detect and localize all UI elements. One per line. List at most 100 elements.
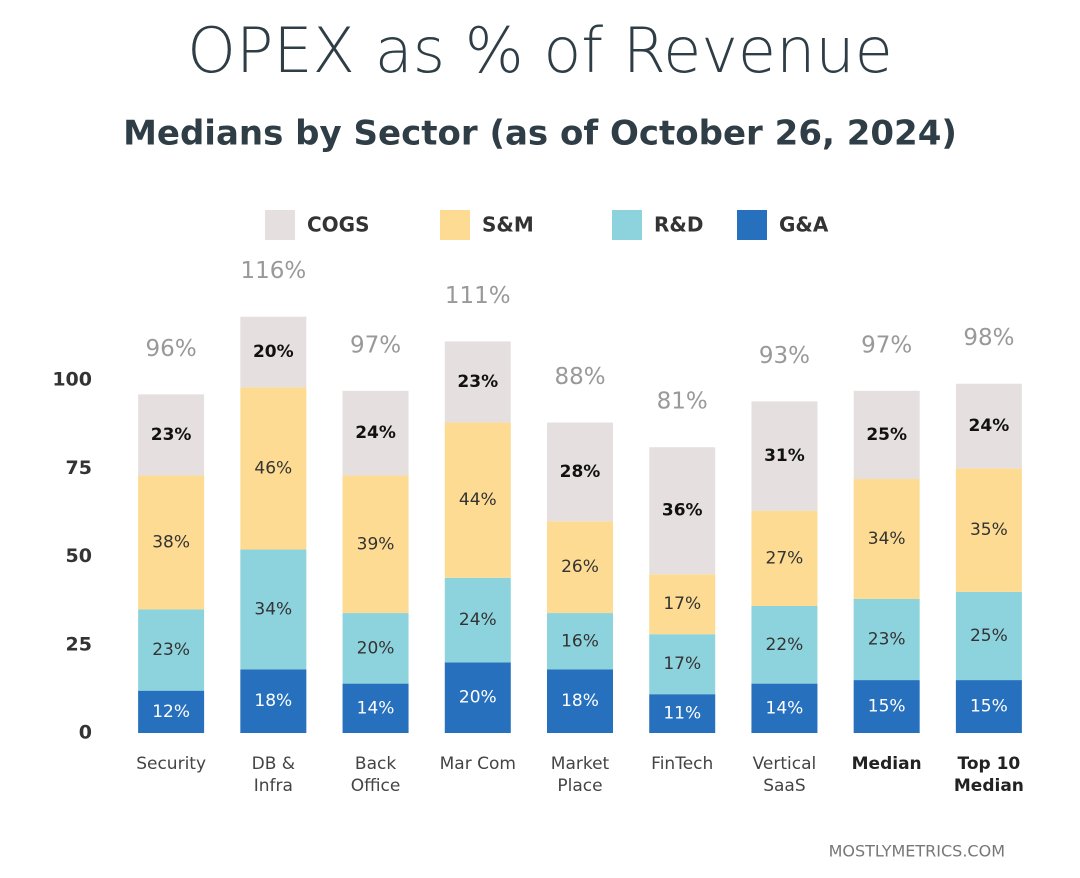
value-label: 17% — [663, 654, 701, 674]
value-label: 27% — [766, 548, 804, 568]
value-label: 46% — [254, 458, 292, 478]
value-label: 12% — [152, 702, 190, 722]
bar-segment — [547, 669, 613, 733]
value-label: 24% — [355, 423, 396, 443]
bar-segment — [649, 694, 716, 733]
bar-segment — [955, 383, 1022, 469]
total-label: 97% — [350, 332, 401, 358]
x-tick-label: Security — [136, 754, 207, 774]
bar-segment — [751, 401, 818, 511]
bar-segment — [955, 680, 1022, 733]
value-label: 20% — [357, 638, 395, 658]
value-label: 36% — [662, 501, 703, 521]
bar-segment — [751, 683, 818, 733]
bar-segment — [240, 549, 307, 670]
x-tick-label: FinTech — [651, 754, 714, 774]
chart-title: OPEX as % of Revenue — [187, 14, 893, 87]
value-label: 23% — [151, 425, 192, 445]
value-label: 18% — [254, 691, 292, 711]
legend-swatch — [440, 210, 470, 240]
value-label: 11% — [663, 704, 701, 724]
total-label: 111% — [445, 283, 511, 309]
total-label: 81% — [657, 389, 708, 415]
legend-swatch — [737, 210, 767, 240]
value-label: 25% — [866, 425, 907, 445]
legend-label: COGS — [307, 213, 370, 237]
value-label: 23% — [152, 640, 190, 660]
bar-segment — [138, 475, 205, 610]
value-label: 31% — [764, 446, 805, 466]
x-tick-label: Market Place — [550, 754, 610, 796]
y-tick-label: 50 — [66, 545, 92, 567]
bar-segment — [853, 390, 920, 479]
value-label: 17% — [663, 594, 701, 614]
legend-swatch — [265, 210, 295, 240]
bar-segment — [547, 521, 613, 614]
bar-segment — [444, 341, 511, 423]
source: MOSTLYMETRICS.COM — [829, 842, 1005, 861]
value-label: 24% — [459, 610, 497, 630]
bar-segment — [955, 591, 1022, 681]
y-tick-label: 0 — [79, 722, 92, 744]
x-tick-label: Top 10 Median — [953, 754, 1024, 796]
legend-label: S&M — [482, 213, 534, 237]
value-label: 34% — [254, 600, 292, 620]
bar-segment — [444, 422, 511, 578]
value-label: 35% — [970, 520, 1008, 540]
value-label: 38% — [152, 532, 190, 552]
legend-swatch — [612, 210, 642, 240]
x-tick-label: Back Office — [350, 754, 401, 796]
bar-segment — [547, 422, 613, 522]
value-label: 39% — [357, 534, 395, 554]
value-label: 25% — [970, 626, 1008, 646]
x-tick-label: Median — [851, 754, 922, 774]
total-label: 98% — [963, 325, 1014, 351]
bar-segment — [649, 634, 716, 695]
total-label: 116% — [240, 258, 306, 284]
bar-segment — [138, 690, 205, 733]
bar-segment — [853, 680, 920, 733]
y-tick-label: 25 — [66, 633, 92, 655]
y-tick-label: 100 — [52, 369, 92, 391]
bar-segment — [342, 683, 409, 733]
bar-segment — [444, 662, 511, 733]
value-label: 14% — [357, 698, 395, 718]
value-label: 44% — [459, 490, 497, 510]
value-label: 20% — [253, 342, 294, 362]
bar-segment — [547, 613, 613, 670]
bar-segment — [138, 609, 205, 691]
legend-label: G&A — [779, 213, 829, 237]
bar-segment — [240, 669, 307, 733]
x-tick-label: Vertical SaaS — [752, 754, 817, 796]
value-label: 20% — [459, 688, 497, 708]
value-label: 24% — [969, 416, 1010, 436]
bar-segment — [240, 387, 307, 550]
value-label: 26% — [561, 557, 599, 577]
value-label: 23% — [457, 372, 498, 392]
value-label: 22% — [766, 635, 804, 655]
y-tick-label: 75 — [66, 457, 92, 479]
bar-segment — [444, 577, 511, 663]
x-tick-label: DB & Infra — [251, 754, 296, 796]
bar-segment — [955, 468, 1022, 592]
bar-segment — [342, 475, 409, 614]
value-label: 15% — [970, 697, 1008, 717]
bar-segment — [342, 390, 409, 476]
total-label: 93% — [759, 343, 810, 369]
bar-segment — [751, 605, 818, 684]
bar-segment — [649, 447, 716, 575]
bar-segment — [649, 574, 716, 635]
bar-segment — [751, 510, 818, 606]
value-label: 14% — [766, 698, 804, 718]
total-label: 97% — [861, 332, 912, 358]
x-tick-label: Mar Com — [439, 754, 516, 774]
bar-segment — [240, 316, 307, 388]
bar-segment — [853, 478, 920, 599]
total-label: 96% — [146, 336, 197, 362]
legend-label: R&D — [654, 213, 703, 237]
chart-subtitle: Medians by Sector (as of October 26, 202… — [123, 114, 957, 154]
value-label: 23% — [868, 630, 906, 650]
value-label: 18% — [561, 691, 599, 711]
bar-segment — [138, 394, 205, 476]
